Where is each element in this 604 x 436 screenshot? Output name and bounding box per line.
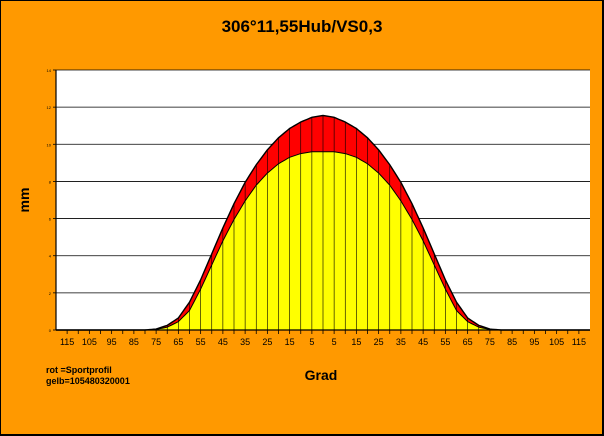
x-axis-label: Grad (305, 367, 338, 383)
x-tick-label: 5 (309, 337, 314, 347)
x-tick-label: 65 (463, 337, 473, 347)
x-tick-label: 105 (549, 337, 564, 347)
chart-title: 306°11,55Hub/VS0,3 (221, 17, 383, 36)
y-tick-label: 4 (49, 254, 52, 259)
x-tick-label: 35 (396, 337, 406, 347)
x-tick-label: 115 (60, 337, 74, 347)
x-tick-label: 55 (440, 337, 450, 347)
y-tick-label: 12 (47, 105, 52, 110)
x-tick-label: 85 (507, 337, 517, 347)
x-tick-label: 55 (196, 337, 206, 347)
x-tick-labels: 115 105 95 85 75 65 55 45 35 25 15 5 5 15 25 35 45 55 65 75… (60, 337, 586, 347)
y-tick-label: 8 (49, 179, 52, 184)
x-tick-label: 25 (262, 337, 272, 347)
x-tick-label: 5 (332, 337, 337, 347)
x-tick-label: 65 (173, 337, 183, 347)
legend-item-gelb: gelb=105480320001 (46, 376, 130, 386)
x-tick-label: 15 (351, 337, 361, 347)
x-tick-label: 105 (82, 337, 97, 347)
legend-item-rot: rot =Sportprofil (46, 365, 112, 375)
y-tick-label: 2 (49, 291, 52, 296)
x-tick-label: 45 (218, 337, 228, 347)
x-tick-label: 75 (151, 337, 161, 347)
x-tick-label: 95 (107, 337, 117, 347)
axes (53, 69, 590, 334)
x-tick-label: 35 (240, 337, 250, 347)
y-axis-label: mm (16, 188, 32, 213)
y-tick-labels: 0 2 4 6 8 10 12 14 (47, 68, 52, 333)
x-tick-label: 25 (374, 337, 384, 347)
x-tick-label: 45 (418, 337, 428, 347)
y-tick-label: 0 (49, 328, 52, 333)
y-tick-label: 10 (47, 142, 52, 147)
x-tick-label: 95 (529, 337, 539, 347)
x-tick-label: 115 (572, 337, 586, 347)
x-tick-label: 75 (485, 337, 495, 347)
vertical-hatch-lines (155, 115, 491, 330)
legend: rot =Sportprofil gelb=105480320001 (46, 365, 130, 387)
x-tick-label: 15 (285, 337, 295, 347)
y-tick-label: 6 (49, 217, 52, 222)
x-tick-label: 85 (129, 337, 139, 347)
y-tick-label: 14 (47, 68, 52, 73)
